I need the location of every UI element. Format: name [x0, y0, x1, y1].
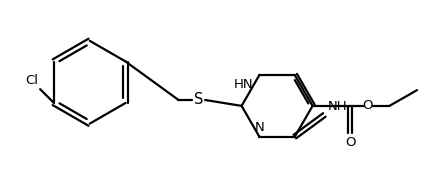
Text: S: S: [193, 93, 203, 107]
Text: N: N: [254, 121, 264, 134]
Text: Cl: Cl: [25, 74, 38, 87]
Text: O: O: [363, 99, 373, 112]
Text: HN: HN: [234, 78, 253, 91]
Text: O: O: [345, 136, 355, 149]
Text: NH: NH: [327, 100, 347, 113]
